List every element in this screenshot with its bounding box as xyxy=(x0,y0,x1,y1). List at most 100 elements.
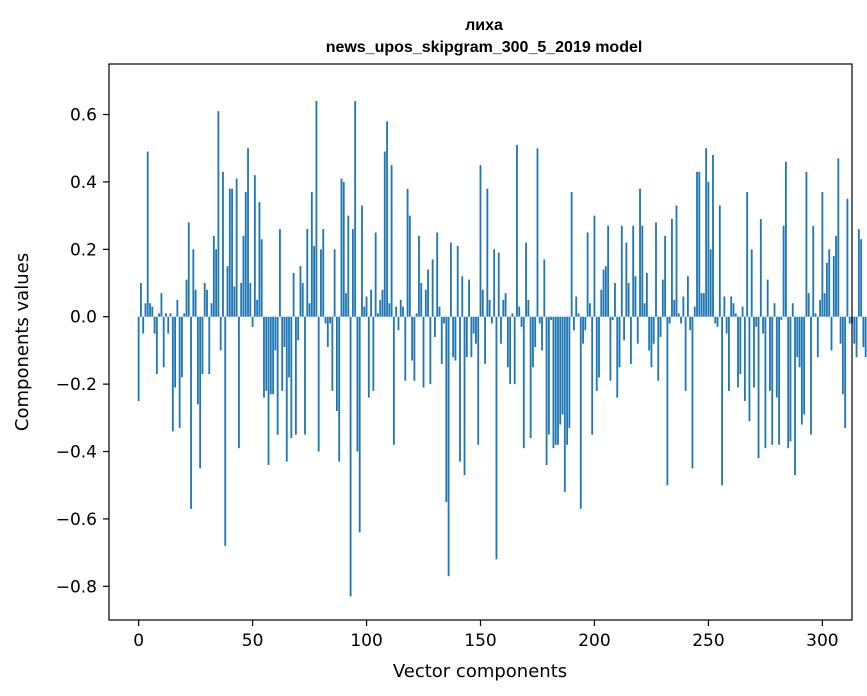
bar xyxy=(668,316,671,324)
bar xyxy=(522,316,525,449)
x-axis-ticks: 0 50 100 150 200 250 300 xyxy=(133,620,839,651)
bar xyxy=(258,202,261,317)
bar xyxy=(506,316,509,368)
bar xyxy=(484,316,486,364)
bar xyxy=(210,303,213,317)
bar xyxy=(664,235,667,317)
bar xyxy=(627,283,630,317)
bar xyxy=(155,316,158,375)
bar xyxy=(725,316,728,334)
bar xyxy=(800,316,803,425)
bar xyxy=(137,316,140,401)
bar xyxy=(784,161,787,317)
bar xyxy=(468,279,471,317)
bar xyxy=(406,188,409,317)
y-tick-label: 0.6 xyxy=(70,106,97,126)
bar xyxy=(593,215,596,317)
bar xyxy=(265,316,268,391)
bar xyxy=(402,306,404,317)
bar xyxy=(260,239,263,317)
y-tick-label: −0.8 xyxy=(56,577,97,597)
bar xyxy=(504,293,507,317)
bar xyxy=(730,296,733,317)
bar xyxy=(434,316,436,337)
bar xyxy=(803,316,806,415)
bar xyxy=(814,313,817,317)
bar xyxy=(294,316,297,435)
bar xyxy=(231,188,233,317)
bar xyxy=(465,316,468,358)
bar xyxy=(320,249,322,317)
bar xyxy=(212,235,215,317)
bar xyxy=(374,232,377,317)
bar xyxy=(600,289,603,317)
bar xyxy=(199,316,202,469)
bar xyxy=(415,313,418,317)
bar xyxy=(383,151,386,317)
bar xyxy=(338,316,341,462)
bar xyxy=(769,316,771,391)
bar xyxy=(516,144,518,317)
bar xyxy=(288,316,290,378)
bar xyxy=(582,316,584,344)
bar xyxy=(766,279,769,317)
x-axis-label: Vector components xyxy=(393,661,567,682)
bar xyxy=(224,316,227,546)
bar xyxy=(743,316,746,401)
bar xyxy=(315,101,318,317)
bar xyxy=(445,316,448,503)
bar xyxy=(388,303,391,317)
bar xyxy=(734,313,737,317)
bar xyxy=(821,192,824,317)
bar xyxy=(705,148,708,317)
bar xyxy=(256,299,259,317)
bar xyxy=(855,316,858,358)
bar xyxy=(509,316,512,385)
bar xyxy=(240,283,243,317)
bar xyxy=(620,225,623,317)
y-axis-label: Components values xyxy=(12,253,33,431)
bar xyxy=(299,266,302,317)
bar xyxy=(579,316,582,509)
bar xyxy=(251,316,254,327)
bar xyxy=(449,242,452,317)
x-tick-label: 250 xyxy=(692,631,724,651)
bar xyxy=(586,232,589,317)
bar xyxy=(475,316,477,344)
bar xyxy=(671,219,673,317)
bar xyxy=(853,316,856,344)
bar xyxy=(634,276,637,317)
bar xyxy=(317,316,320,452)
bar xyxy=(823,293,826,317)
bar xyxy=(659,316,662,337)
bar xyxy=(493,249,496,317)
y-tick-label: −0.2 xyxy=(56,375,97,395)
bar xyxy=(721,316,723,486)
bar xyxy=(557,316,559,445)
bar xyxy=(488,299,491,317)
bar xyxy=(675,205,678,317)
bar xyxy=(463,316,466,476)
bar xyxy=(857,229,860,317)
bar xyxy=(712,154,714,317)
bar xyxy=(452,316,455,358)
bar xyxy=(543,259,546,317)
bar xyxy=(791,303,794,317)
bar xyxy=(625,242,628,317)
bar xyxy=(819,299,821,317)
bar xyxy=(707,181,710,317)
bar xyxy=(832,256,835,317)
bar xyxy=(536,148,539,317)
bar xyxy=(700,293,703,317)
bar xyxy=(652,316,655,344)
bar xyxy=(680,316,682,324)
bar xyxy=(639,188,641,317)
bar xyxy=(249,283,252,317)
bar xyxy=(424,289,427,317)
bar xyxy=(864,316,867,358)
y-tick-label: 0.2 xyxy=(70,240,97,260)
y-tick-label: 0.4 xyxy=(70,173,97,193)
bar xyxy=(301,283,304,317)
bar xyxy=(438,306,441,317)
bar xyxy=(185,279,188,317)
